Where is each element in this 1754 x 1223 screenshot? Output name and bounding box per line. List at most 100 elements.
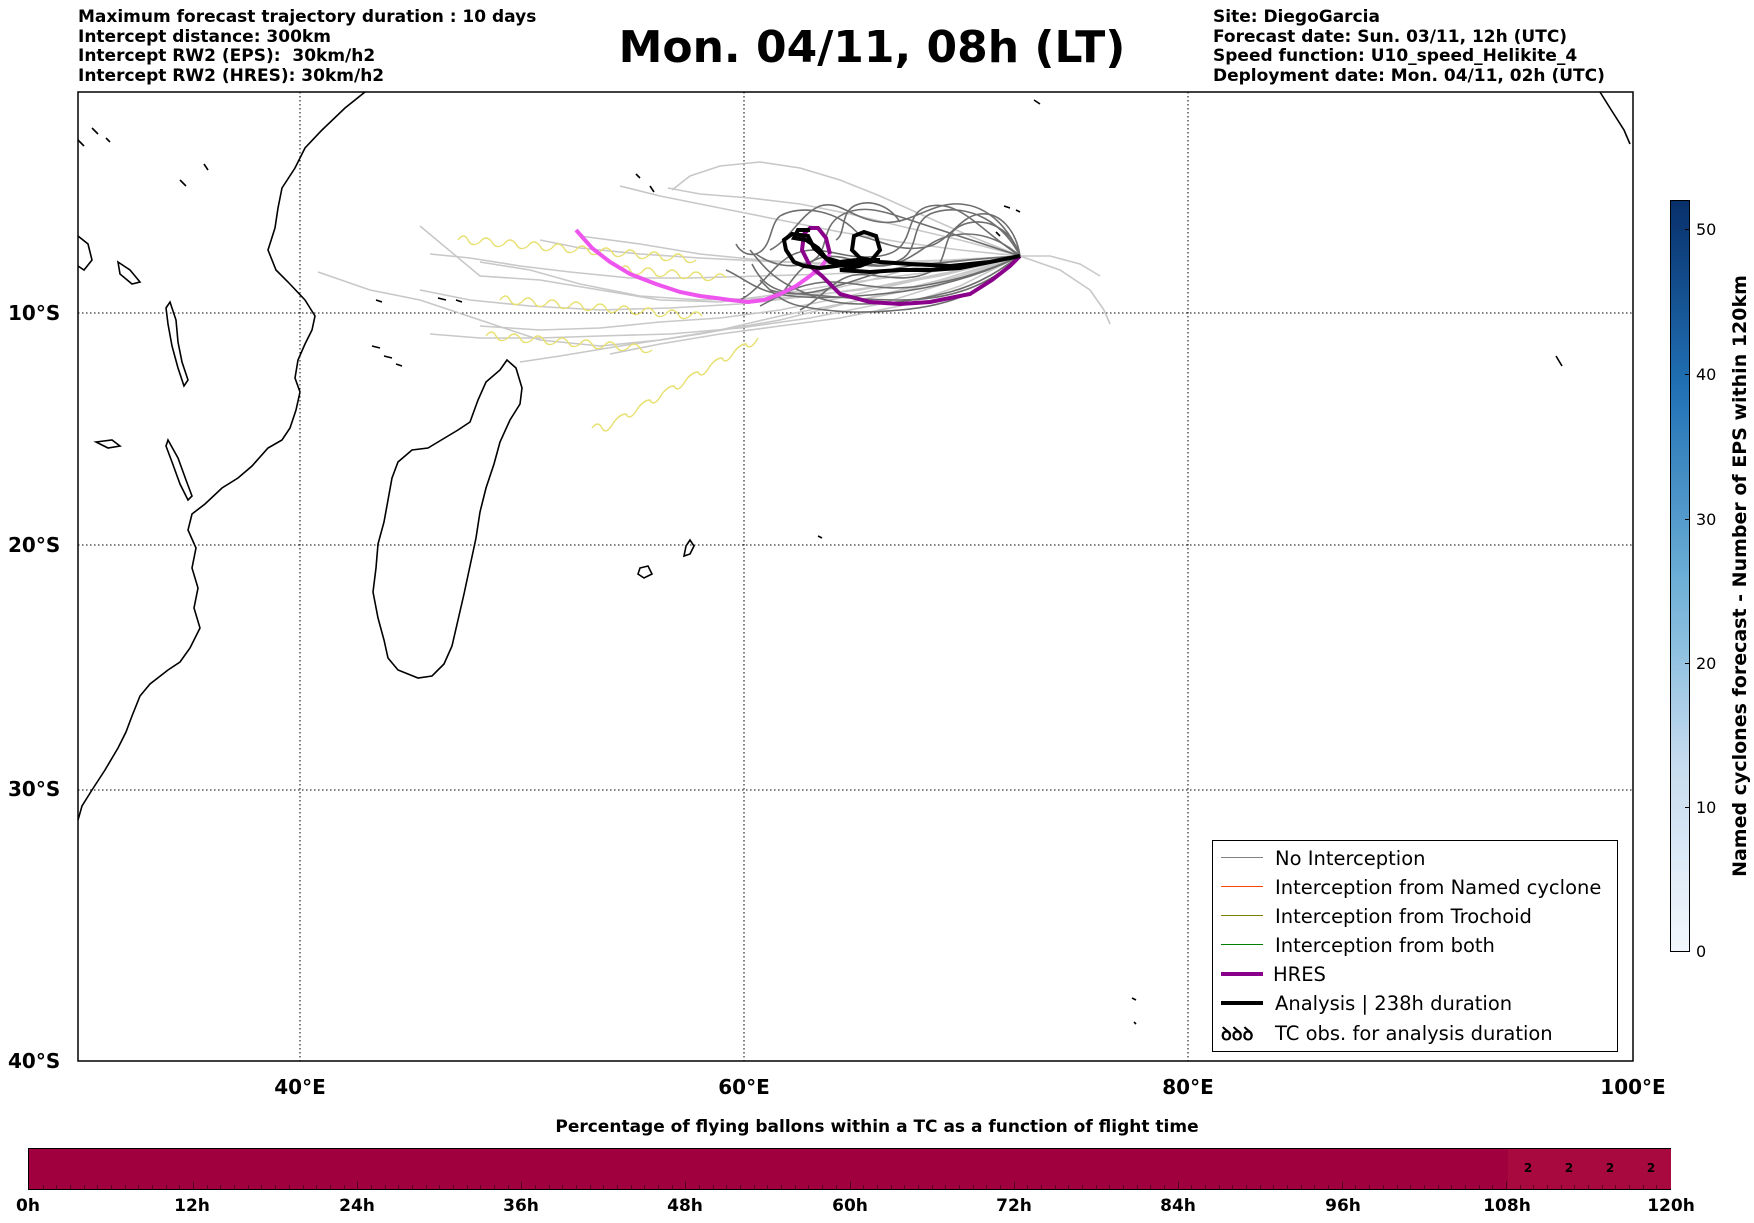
flight-time-cell-value: 2 [1564,1161,1574,1175]
flight-time-minor-tick [576,1185,577,1189]
legend-line-purple [1221,972,1263,976]
flight-time-minor-tick [1492,1185,1494,1189]
flight-time-tick: 36h [503,1196,539,1216]
flight-time-minor-tick [712,1185,714,1189]
flight-time-minor-tick [1369,1185,1371,1189]
lake-mweru [93,439,122,449]
flight-time-minor-tick [70,1185,72,1189]
flight-time-minor-tick [1478,1185,1480,1189]
flight-time-minor-tick [521,1181,523,1189]
flight-time-minor-tick [220,1185,222,1189]
flight-time-minor-tick [275,1185,277,1189]
tc-obs-loops [457,235,759,432]
legend-label: Analysis | 238h duration [1275,992,1513,1015]
flight-time-minor-tick [562,1185,564,1189]
legend-label: No Interception [1275,847,1426,870]
flight-time-minor-tick [1136,1185,1138,1189]
flight-time-minor-tick [165,1185,167,1189]
flight-time-minor-tick [1615,1185,1617,1189]
flight-time-minor-tick [1328,1185,1330,1189]
flight-time-minor-tick [1574,1185,1576,1189]
flight-time-minor-tick [945,1185,947,1189]
flight-time-minor-tick [234,1185,236,1189]
mauritius [682,538,695,558]
legend-line-orangered [1221,886,1263,887]
coastlines [77,91,1631,1025]
colorbar-tick-mark [1685,229,1690,230]
legend: No Interception Interception from Named … [1212,840,1618,1052]
flight-time-minor-tick [111,1185,113,1189]
flight-time-minor-tick [726,1185,728,1189]
flight-time-minor-tick [1642,1185,1644,1189]
flight-time-minor-tick [357,1181,359,1189]
flight-time-minor-tick [1123,1185,1124,1189]
flight-time-bar: 2 2 2 2 [28,1148,1671,1190]
flight-time-minor-tick [685,1181,687,1189]
colorbar-tick-10: 10 [1696,798,1717,817]
header-left-line: Intercept RW2 (HRES): 30km/h2 [78,65,385,86]
legend-item-analysis: Analysis | 238h duration [1213,992,1617,1016]
header-left-line: Intercept RW2 (EPS): 30km/h2 [78,46,376,66]
flight-time-cell-value: 2 [1646,1161,1656,1175]
flight-time-tick: 48h [667,1196,703,1216]
flight-time-minor-tick [1246,1185,1248,1189]
flight-time-minor-tick [1314,1185,1316,1189]
flight-time-minor-tick [986,1185,988,1189]
islands-west-small [77,127,209,187]
eps-trajectories-light [317,161,1111,363]
flight-time-tick: 24h [339,1196,375,1216]
flight-time-minor-tick [1451,1185,1453,1189]
flight-time-minor-tick [548,1185,550,1189]
colorbar-tick-50: 50 [1696,220,1717,239]
flight-time-minor-tick [493,1185,495,1189]
header-right-line: Speed function: U10_speed_Helikite_4 [1213,46,1578,66]
islands-comoros [371,345,403,367]
flight-time-minor-tick [302,1185,304,1189]
colorbar-tick-mark [1685,951,1690,952]
reunion [637,565,654,579]
legend-item-tc-obs: ꝺꝺꝺ TC obs. for analysis duration [1213,1022,1617,1046]
flight-time-minor-tick [1109,1185,1111,1189]
legend-label: Interception from Trochoid [1275,905,1532,928]
colorbar-tick-20: 20 [1696,654,1717,673]
flight-time-minor-tick [179,1185,181,1189]
flight-time-minor-tick [603,1185,605,1189]
flight-time-minor-tick [1410,1185,1412,1189]
legend-label: HRES [1273,963,1326,986]
flight-time-minor-tick [206,1185,208,1189]
legend-item-named-cyclone: Interception from Named cyclone [1213,876,1617,900]
islands-north-east [1033,91,1631,367]
flight-time-minor-tick [507,1185,509,1189]
flight-time-minor-tick [1587,1185,1589,1189]
flight-time-minor-tick [1287,1185,1289,1189]
flight-time-minor-tick [740,1185,742,1189]
flight-time-minor-tick [617,1185,619,1189]
flight-time-minor-tick [1601,1185,1603,1189]
flight-time-minor-tick [1628,1185,1630,1189]
legend-item-both: Interception from both [1213,934,1617,958]
flight-time-minor-tick [808,1185,810,1189]
flight-time-minor-tick [1505,1181,1507,1189]
flight-time-minor-tick [439,1185,441,1189]
flight-time-minor-tick [534,1185,536,1189]
flight-time-minor-tick [1027,1185,1029,1189]
flight-time-cell-value: 2 [1523,1161,1533,1175]
legend-line-green [1221,944,1263,945]
islands-seychelles [635,173,655,193]
lat-label-10s: 10°S [8,301,61,325]
flight-time-minor-tick [1177,1181,1179,1189]
legend-line-black [1221,1001,1263,1005]
flight-time-minor-tick [193,1181,195,1189]
header-right: Site: DiegoGarcia Forecast date: Sun. 03… [1213,7,1605,86]
flight-time-bar-title: Percentage of flying ballons within a TC… [555,1117,1199,1137]
flight-time-minor-tick [972,1185,974,1189]
flight-time-cell-value: 2 [1605,1161,1615,1175]
legend-item-no-interception: No Interception [1213,847,1617,871]
analysis-trajectory-west [791,228,857,265]
flight-time-minor-tick [917,1185,919,1189]
flight-time-minor-tick [425,1185,427,1189]
flight-time-minor-tick [480,1185,482,1189]
africa-coastline [77,91,366,821]
colorbar-tick-30: 30 [1696,510,1717,529]
flight-time-minor-tick [794,1185,796,1189]
